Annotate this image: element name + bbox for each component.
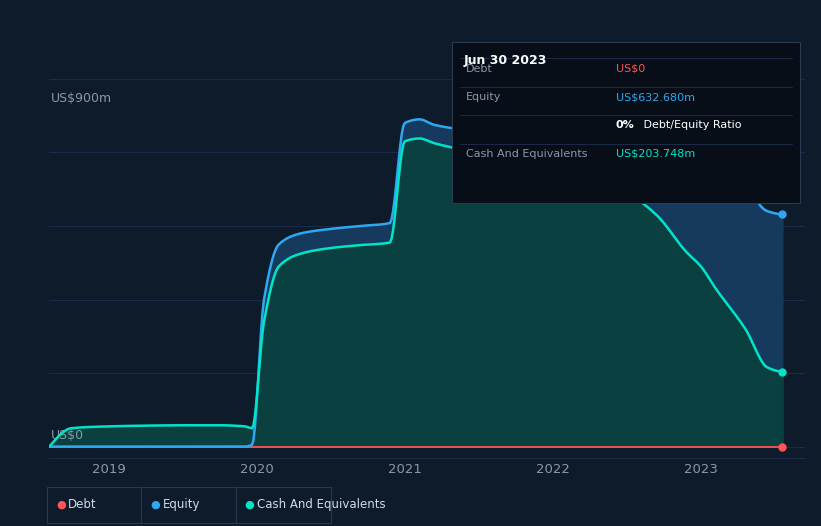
Text: Debt: Debt: [68, 499, 97, 511]
Text: ●: ●: [245, 500, 255, 510]
Text: Debt/Equity Ratio: Debt/Equity Ratio: [640, 120, 742, 130]
Text: Jun 30 2023: Jun 30 2023: [464, 54, 548, 67]
Text: Equity: Equity: [466, 92, 501, 102]
Text: 0%: 0%: [616, 120, 635, 130]
Text: ●: ●: [56, 500, 66, 510]
Text: US$203.748m: US$203.748m: [616, 149, 695, 159]
Text: Cash And Equivalents: Cash And Equivalents: [257, 499, 386, 511]
Text: Equity: Equity: [163, 499, 200, 511]
Text: US$900m: US$900m: [51, 92, 112, 105]
Text: US$632.680m: US$632.680m: [616, 92, 695, 102]
Text: Debt: Debt: [466, 64, 493, 74]
Text: US$0: US$0: [51, 429, 84, 442]
Text: US$0: US$0: [616, 64, 645, 74]
Text: Cash And Equivalents: Cash And Equivalents: [466, 149, 587, 159]
Text: ●: ●: [150, 500, 160, 510]
